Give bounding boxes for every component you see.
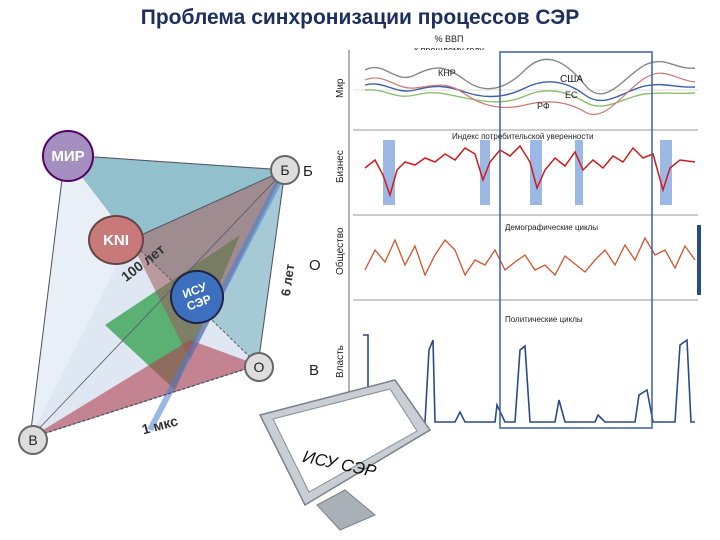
node-b-label: Б — [280, 162, 290, 178]
society-panel — [353, 214, 701, 295]
side-letter-v: В — [309, 362, 320, 379]
business-caption: Индекс потребительской уверенности — [452, 132, 594, 141]
node-isu-label: ИСУ СЭР — [180, 279, 214, 314]
series-label-knr: КНР — [438, 68, 456, 78]
business-highlight-5 — [660, 140, 672, 205]
power-caption: Политические циклы — [505, 315, 583, 324]
society-line — [364, 236, 696, 277]
monitor — [258, 379, 432, 531]
node-mir-label: МИР — [51, 147, 85, 165]
mir-line-3 — [364, 89, 696, 107]
node-mir: МИР — [42, 130, 94, 182]
series-label-usa: США — [560, 74, 584, 85]
mir-line-4 — [364, 72, 696, 115]
node-v-label: В — [28, 432, 38, 448]
business-axis-label: Бизнес — [335, 150, 346, 183]
business-highlight-3 — [530, 140, 542, 205]
node-b: Б — [270, 155, 300, 185]
mir-line-1 — [364, 58, 696, 95]
node-v: В — [18, 425, 48, 455]
charts-svg — [348, 50, 701, 430]
series-label-eu: ЕС — [565, 90, 578, 100]
business-highlight-4 — [575, 140, 583, 205]
society-axis-label: Общество — [335, 227, 346, 275]
node-kni: KNI — [88, 215, 144, 265]
face-red — [30, 340, 258, 438]
side-letter-o: О — [309, 257, 321, 274]
mir-axis-label: Мир — [335, 78, 346, 98]
monitor-stand — [316, 489, 376, 531]
node-kni-label: KNI — [103, 231, 129, 249]
business-highlight-2 — [480, 140, 490, 205]
business-line — [364, 144, 696, 198]
sync-window — [499, 51, 653, 429]
face-brown — [130, 170, 285, 360]
power-axis-label: Власть — [335, 345, 346, 378]
side-letter-b: Б — [303, 163, 313, 180]
node-o-label: О — [253, 359, 265, 375]
business-panel — [353, 129, 698, 205]
business-highlight-1 — [383, 140, 395, 205]
mir-line-2 — [364, 81, 696, 102]
node-o: О — [244, 352, 274, 382]
mir-panel — [353, 50, 698, 130]
society-caption: Демографические циклы — [505, 223, 598, 232]
monitor-screen — [272, 388, 418, 493]
series-label-rf: РФ — [537, 101, 550, 111]
page-title: Проблема синхронизации процессов СЭР — [140, 6, 580, 29]
